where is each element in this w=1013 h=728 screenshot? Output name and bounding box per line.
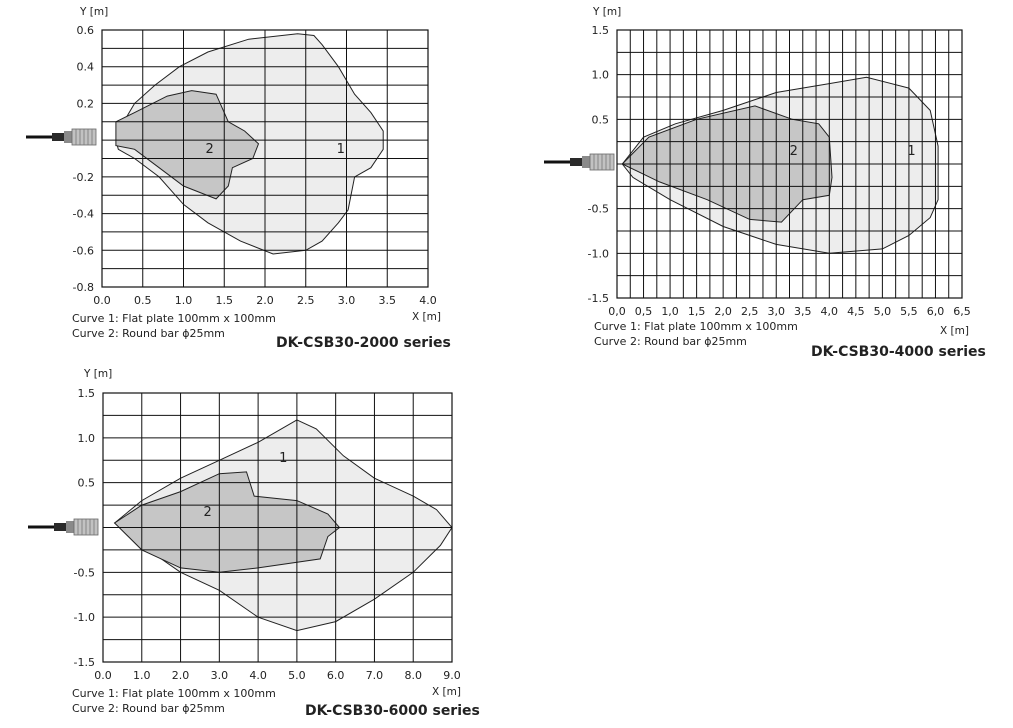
x-tick-label: 2,5 bbox=[741, 305, 759, 318]
curve-label: 2 bbox=[205, 142, 213, 157]
x-tick-label: 8.0 bbox=[404, 669, 422, 682]
x-tick-label: 2.0 bbox=[172, 669, 190, 682]
y-tick-label: -0.5 bbox=[74, 566, 95, 579]
plot-frame bbox=[102, 392, 453, 663]
x-tick-label: 3,0 bbox=[767, 305, 785, 318]
x-tick-label: 3.5 bbox=[379, 294, 397, 307]
curve-label: 2 bbox=[204, 505, 212, 520]
curve-caption: Curve 1: Flat plate 100mm x 100mm bbox=[594, 320, 798, 333]
x-axis-label: X [m] bbox=[412, 311, 441, 323]
x-tick-label: 2,0 bbox=[714, 305, 732, 318]
x-tick-label: 2.5 bbox=[297, 294, 315, 307]
curve-caption: Curve 1: Flat plate 100mm x 100mm bbox=[72, 312, 276, 325]
y-tick-label: 1.0 bbox=[592, 69, 610, 82]
curve-label: 2 bbox=[790, 144, 798, 159]
x-tick-label: 7.0 bbox=[366, 669, 384, 682]
sensor-icon bbox=[26, 517, 100, 537]
x-tick-label: 1,0 bbox=[661, 305, 679, 318]
y-tick-label: 0.6 bbox=[77, 24, 95, 37]
x-axis-label: X [m] bbox=[432, 686, 461, 698]
y-tick-label: 0.5 bbox=[592, 113, 610, 126]
y-tick-label: -0.6 bbox=[73, 244, 94, 257]
x-tick-label: 6,0 bbox=[927, 305, 945, 318]
y-tick-label: 0.4 bbox=[77, 61, 95, 74]
curve-caption: Curve 2: Round bar ϕ25mm bbox=[594, 335, 747, 348]
x-tick-label: 1.5 bbox=[216, 294, 234, 307]
x-tick-label: 4,5 bbox=[847, 305, 865, 318]
x-tick-label: 5.0 bbox=[288, 669, 306, 682]
curve-caption: Curve 1: Flat plate 100mm x 100mm bbox=[72, 687, 276, 700]
curve-label: 1 bbox=[279, 451, 287, 466]
x-tick-label: 1,5 bbox=[688, 305, 706, 318]
y-axis-label: Y [m] bbox=[83, 368, 112, 380]
x-tick-label: 0.0 bbox=[93, 294, 111, 307]
chart-title: DK-CSB30-2000 series bbox=[276, 335, 451, 351]
x-tick-label: 0.5 bbox=[134, 294, 152, 307]
x-tick-label: 1.0 bbox=[133, 669, 151, 682]
x-tick-label: 4.0 bbox=[249, 669, 267, 682]
plot-frame bbox=[616, 29, 963, 299]
sensor-icon bbox=[542, 152, 616, 172]
curve-label: 1 bbox=[337, 142, 345, 157]
y-tick-label: 1.0 bbox=[78, 432, 96, 445]
x-tick-label: 3,5 bbox=[794, 305, 812, 318]
y-tick-label: -0.5 bbox=[588, 203, 609, 216]
x-tick-label: 5,5 bbox=[900, 305, 918, 318]
y-tick-label: 1.5 bbox=[592, 24, 610, 37]
x-tick-label: 6,5 bbox=[953, 305, 971, 318]
chart-title: DK-CSB30-6000 series bbox=[305, 703, 480, 719]
y-tick-label: -0.2 bbox=[73, 171, 94, 184]
y-axis-label: Y [m] bbox=[79, 6, 108, 18]
y-tick-label: 0.5 bbox=[78, 477, 96, 490]
x-tick-label: 5,0 bbox=[874, 305, 892, 318]
y-axis-label: Y [m] bbox=[592, 6, 621, 18]
x-axis-label: X [m] bbox=[940, 325, 969, 337]
y-tick-label: -1.0 bbox=[588, 247, 609, 260]
y-tick-label: 1.5 bbox=[78, 387, 96, 400]
curve-label: 1 bbox=[907, 144, 915, 159]
x-tick-label: 1.0 bbox=[175, 294, 193, 307]
y-tick-label: 0.2 bbox=[77, 97, 95, 110]
y-tick-label: -1.5 bbox=[588, 292, 609, 305]
curve-caption: Curve 2: Round bar ϕ25mm bbox=[72, 327, 225, 340]
x-tick-label: 6.0 bbox=[327, 669, 345, 682]
x-tick-label: 3.0 bbox=[211, 669, 229, 682]
y-tick-label: -0.4 bbox=[73, 208, 94, 221]
sensor-icon bbox=[24, 127, 98, 147]
x-tick-label: 3.0 bbox=[338, 294, 356, 307]
chart-1: 1 2 0.0 0.5 1.0 1.5 2.0 2.5 3.0 3.5 4.0 0.6 0.4 0.2 -0… bbox=[24, 6, 451, 351]
x-tick-label: 4,0 bbox=[821, 305, 839, 318]
y-tick-label: -0.8 bbox=[73, 281, 94, 294]
y-tick-label: -1.5 bbox=[74, 656, 95, 669]
plot-frame bbox=[101, 29, 429, 288]
chart-title: DK-CSB30-4000 series bbox=[811, 344, 986, 360]
x-tick-label: 9.0 bbox=[443, 669, 461, 682]
y-tick-label: -1.0 bbox=[74, 611, 95, 624]
x-tick-label: 0,5 bbox=[635, 305, 653, 318]
chart-3: 1 2 0.0 1.0 2.0 3.0 4.0 5.0 6.0 7.0 8.0 9.0 1.5 1.0 0.… bbox=[26, 368, 480, 719]
x-tick-label: 4.0 bbox=[419, 294, 437, 307]
chart-2: 1 2 0,0 0,5 1,0 1,5 2,0 2,5 3,0 3,5 4,0 4,5 5,0 5,5 6,… bbox=[542, 6, 986, 360]
x-tick-label: 0.0 bbox=[94, 669, 112, 682]
x-tick-label: 2.0 bbox=[256, 294, 274, 307]
x-tick-label: 0,0 bbox=[608, 305, 626, 318]
curve-caption: Curve 2: Round bar ϕ25mm bbox=[72, 702, 225, 715]
